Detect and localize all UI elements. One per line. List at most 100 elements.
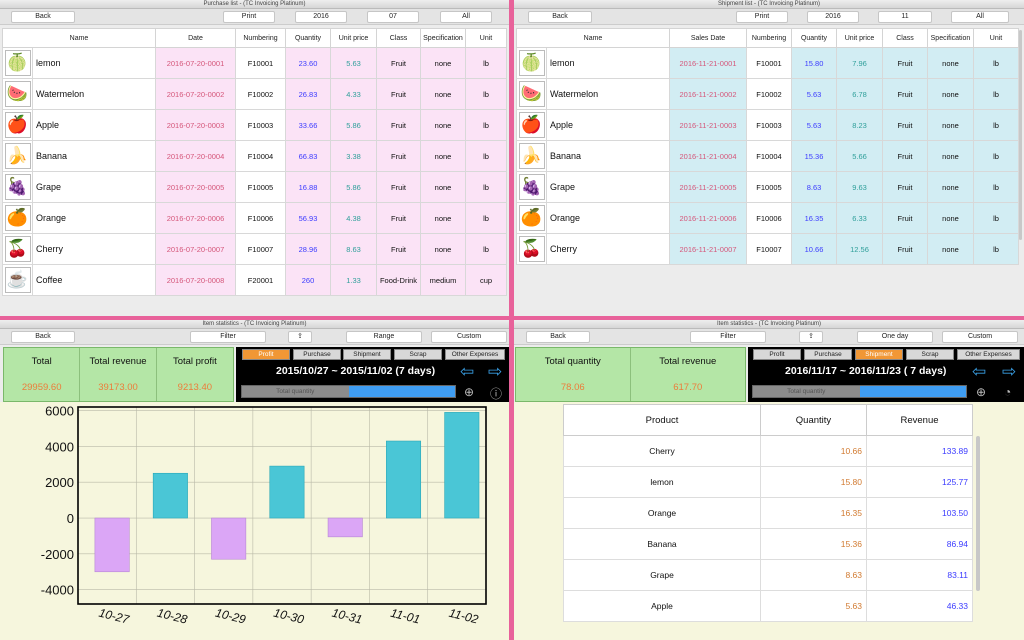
item-quantity: 66.83 <box>285 140 331 172</box>
tab-shipment[interactable]: Shipment <box>855 349 903 360</box>
item-numbering: F10005 <box>746 171 792 203</box>
info-icon[interactable]: ⓘ <box>490 387 503 401</box>
tab-profit[interactable]: Profit <box>242 349 290 360</box>
back-button[interactable]: Back <box>11 11 75 23</box>
table-row[interactable]: 🍈 lemon 2016-07-20-0001 F10001 23.60 5.63 Frui… <box>2 47 507 79</box>
item-statistics-chart-window: Item statistics - (TC Invoicing Platinum… <box>0 320 509 640</box>
tab-other-expenses[interactable]: Other Expenses <box>445 349 505 360</box>
print-button[interactable]: Print <box>223 11 275 23</box>
segment-total-revenue[interactable]: Total revenue <box>348 386 455 397</box>
month-selector[interactable]: 07 <box>367 11 419 23</box>
column-header-numbering[interactable]: Numbering <box>235 28 286 48</box>
filter-button[interactable]: Filter <box>190 331 266 343</box>
table-row[interactable]: 🍉 Watermelon 2016-11-21-0002 F10002 5.63 6.78… <box>516 78 1019 110</box>
table-row[interactable]: Grape 8.63 83.11 <box>563 559 973 591</box>
column-header-quantity[interactable]: Quantity <box>760 404 867 436</box>
year-selector[interactable]: 2016 <box>807 11 859 23</box>
column-header-name[interactable]: Name <box>2 28 156 48</box>
table-row[interactable]: 🍊 Orange 2016-11-21-0006 F10006 16.35 6.33 Fru… <box>516 202 1019 234</box>
table-row[interactable]: 🍌 Banana 2016-11-21-0004 F10004 15.36 5.66 Fru… <box>516 140 1019 172</box>
column-header-product[interactable]: Product <box>563 404 761 436</box>
column-header-unit[interactable]: Unit <box>465 28 507 48</box>
chart-icon[interactable]: ◔ <box>1004 385 1012 399</box>
back-button[interactable]: Back <box>11 331 75 343</box>
next-arrow-icon[interactable]: ⇨ <box>488 362 503 381</box>
range-button[interactable]: Range <box>346 331 422 343</box>
item-unit: lb <box>465 233 507 265</box>
column-header-class[interactable]: Class <box>882 28 928 48</box>
column-header-unit[interactable]: Unit <box>973 28 1019 48</box>
column-header-numbering[interactable]: Numbering <box>746 28 792 48</box>
back-button[interactable]: Back <box>528 11 592 23</box>
column-header-quantity[interactable]: Quantity <box>791 28 837 48</box>
table-row[interactable]: Apple 5.63 46.33 <box>563 590 973 622</box>
scrollbar[interactable] <box>1019 30 1022 240</box>
summary-panel: Total 29959.60 Total revenue 39173.00 Tota… <box>3 347 234 402</box>
calendar-add-icon[interactable]: ⊕ <box>464 385 475 399</box>
tab-purchase[interactable]: Purchase <box>293 349 341 360</box>
range-button[interactable]: One day <box>857 331 933 343</box>
item-class: Fruit <box>376 78 421 110</box>
table-row[interactable]: lemon 15.80 125.77 <box>563 466 973 498</box>
item-specification: none <box>927 109 974 141</box>
column-header-date[interactable]: Date <box>155 28 236 48</box>
table-row[interactable]: 🍌 Banana 2016-07-20-0004 F10004 66.83 3.38 Fru… <box>2 140 507 172</box>
year-selector[interactable]: 2016 <box>295 11 347 23</box>
column-header-revenue[interactable]: Revenue <box>866 404 973 436</box>
table-row[interactable]: 🍎 Apple 2016-11-21-0003 F10003 5.63 8.23 Fruit… <box>516 109 1019 141</box>
table-row[interactable]: 🍎 Apple 2016-07-20-0003 F10003 33.66 5.86 Frui… <box>2 109 507 141</box>
column-header-sales-date[interactable]: Sales Date <box>669 28 747 48</box>
filter-button[interactable]: Filter <box>690 331 766 343</box>
metric-segment: Total quantity Total revenue <box>241 385 456 398</box>
table-row[interactable]: 🍉 Watermelon 2016-07-20-0002 F10002 26.83 4.3… <box>2 78 507 110</box>
print-button[interactable]: Print <box>736 11 788 23</box>
product-image-cell: 🍎 <box>2 109 33 141</box>
table-row[interactable]: 🍈 lemon 2016-11-21-0001 F10001 15.80 7.96 Frui… <box>516 47 1019 79</box>
tab-purchase[interactable]: Purchase <box>804 349 852 360</box>
scrollbar[interactable] <box>976 436 980 591</box>
segment-total-quantity[interactable]: Total quantity <box>242 386 349 397</box>
lime-icon: 🍈 <box>4 50 31 76</box>
back-button[interactable]: Back <box>526 331 590 343</box>
column-header-unit-price[interactable]: Unit price <box>836 28 883 48</box>
table-row[interactable]: Orange 16.35 103.50 <box>563 497 973 529</box>
month-selector[interactable]: 11 <box>878 11 932 23</box>
custom-button[interactable]: Custom <box>431 331 507 343</box>
calendar-add-icon[interactable]: ⊕ <box>976 385 987 399</box>
custom-button[interactable]: Custom <box>942 331 1018 343</box>
table-row[interactable]: Cherry 10.66 133.89 <box>563 435 973 467</box>
table-row[interactable]: Banana 15.36 86.94 <box>563 528 973 560</box>
table-row[interactable]: 🍒 Cherry 2016-07-20-0007 F10007 28.96 8.63 Fru… <box>2 233 507 265</box>
previous-arrow-icon[interactable]: ⇦ <box>460 362 475 381</box>
table-row[interactable]: ☕ Coffee 2016-07-20-0008 F20001 260 1.33 Food-… <box>2 264 507 296</box>
table-row[interactable]: 🍇 Grape 2016-11-21-0005 F10005 8.63 9.63 Fruit… <box>516 171 1019 203</box>
column-header-unit-price[interactable]: Unit price <box>330 28 377 48</box>
column-header-specification[interactable]: Specification <box>420 28 466 48</box>
tab-other-expenses[interactable]: Other Expenses <box>957 349 1020 360</box>
table-row[interactable]: 🍊 Orange 2016-07-20-0006 F10006 56.93 4.38 Fru… <box>2 202 507 234</box>
tab-scrap[interactable]: Scrap <box>906 349 954 360</box>
previous-arrow-icon[interactable]: ⇦ <box>972 362 987 381</box>
table-row[interactable]: 🍇 Grape 2016-07-20-0005 F10005 16.88 5.86 Frui… <box>2 171 507 203</box>
tab-scrap[interactable]: Scrap <box>394 349 442 360</box>
segment-total-quantity[interactable]: Total quantity <box>753 386 860 397</box>
all-filter-button[interactable]: All <box>951 11 1009 23</box>
column-header-class[interactable]: Class <box>376 28 421 48</box>
column-header-specification[interactable]: Specification <box>927 28 974 48</box>
segment-total-revenue[interactable]: Total revenue <box>859 386 966 397</box>
all-filter-button[interactable]: All <box>440 11 492 23</box>
item-specification: none <box>927 202 974 234</box>
table-row[interactable]: 🍒 Cherry 2016-11-21-0007 F10007 10.66 12.56 Fr… <box>516 233 1019 265</box>
column-header-name[interactable]: Name <box>516 28 670 48</box>
item-name: Banana <box>546 140 670 172</box>
purchase-table: Name Date Numbering Quantity Unit price … <box>2 28 507 296</box>
product-revenue: 133.89 <box>866 435 973 467</box>
share-button[interactable]: ⇪ <box>799 331 823 343</box>
column-header-quantity[interactable]: Quantity <box>285 28 331 48</box>
apple-icon: 🍎 <box>4 112 31 138</box>
share-button[interactable]: ⇪ <box>288 331 312 343</box>
tab-shipment[interactable]: Shipment <box>343 349 391 360</box>
y-tick-label: 6000 <box>45 404 74 419</box>
next-arrow-icon[interactable]: ⇨ <box>1002 362 1017 381</box>
tab-profit[interactable]: Profit <box>753 349 801 360</box>
